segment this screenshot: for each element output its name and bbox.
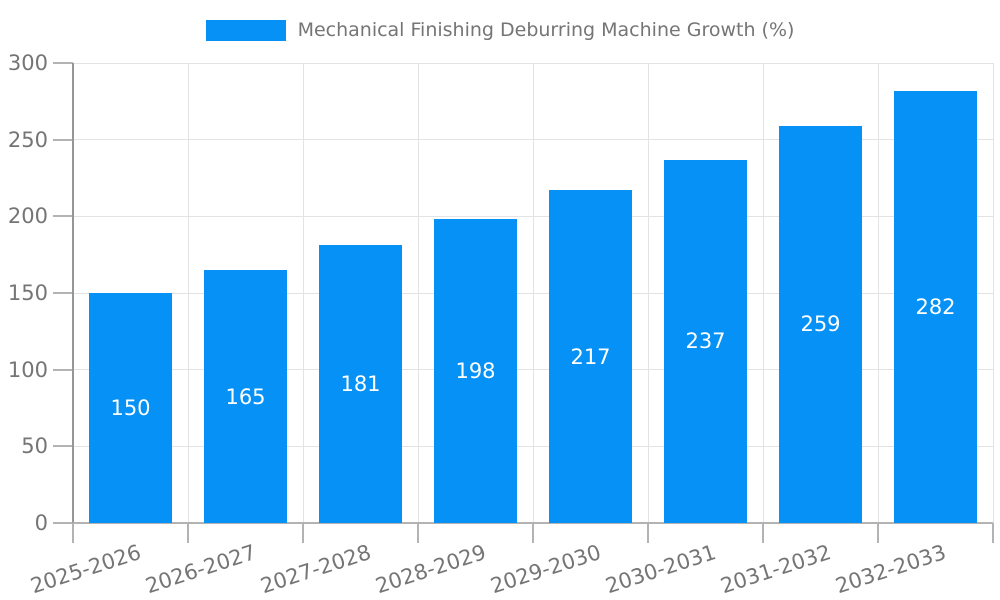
gridline-vertical [302,63,304,523]
bar-value-label: 165 [225,384,266,409]
gridline-vertical [647,63,649,523]
y-axis-label: 50 [21,434,48,459]
x-tick-mark [992,523,994,543]
y-axis-label: 100 [7,357,48,382]
y-axis-label: 250 [7,127,48,152]
x-axis-label: 2031-2032 [717,540,834,599]
legend: Mechanical Finishing Deburring Machine G… [0,13,1000,47]
gridline-vertical [532,63,534,523]
gridline-vertical [417,63,419,523]
bar-2028-2029 [434,219,517,523]
y-axis-label: 300 [7,51,48,75]
bar-value-label: 259 [800,312,841,337]
y-axis-label: 0 [34,511,48,535]
y-tick-mark [53,215,73,218]
bar-value-label: 150 [110,396,151,420]
bar-value-label: 181 [340,372,381,397]
x-tick-mark [417,523,419,543]
x-tick-mark [647,523,649,543]
y-axis-line [72,63,74,523]
x-axis-label: 2026-2027 [142,540,259,599]
bar-value-label: 237 [685,329,726,354]
x-axis-label: 2032-2033 [832,540,949,599]
bar-value-label: 217 [570,344,611,369]
x-tick-mark [302,523,304,543]
bar-2026-2027 [204,270,287,523]
gridline-vertical [762,63,764,523]
bar-2027-2028 [319,245,402,523]
x-axis-label: 2025-2026 [27,540,144,599]
gridline-vertical [877,63,879,523]
x-tick-mark [532,523,534,543]
y-tick-mark [53,445,73,448]
bar-2025-2026 [89,293,172,523]
x-tick-mark [187,523,189,543]
y-tick-mark [53,62,73,64]
y-axis-label: 150 [7,281,48,305]
bar-value-label: 198 [455,359,496,384]
x-axis-line [73,522,993,524]
legend-swatch [205,19,286,41]
legend-label: Mechanical Finishing Deburring Machine G… [297,19,795,41]
bar-2032-2033 [894,90,977,523]
x-tick-mark [72,523,74,543]
bar-2031-2032 [779,125,862,523]
y-tick-mark [53,368,73,371]
y-tick-mark [53,292,73,294]
x-axis-label: 2028-2029 [372,540,489,599]
bar-value-label: 282 [915,294,956,319]
y-axis-label: 200 [7,204,48,229]
gridline-vertical [187,63,189,523]
y-tick-mark [53,522,73,524]
bar-2030-2031 [664,159,747,523]
x-axis-label: 2027-2028 [257,540,374,599]
bar-2029-2030 [549,190,632,523]
x-tick-mark [762,523,764,543]
x-tick-mark [877,523,879,543]
y-tick-mark [53,138,73,141]
x-axis-label: 2029-2030 [487,540,604,599]
gridline-vertical [992,63,994,523]
x-axis-label: 2030-2031 [602,540,719,599]
